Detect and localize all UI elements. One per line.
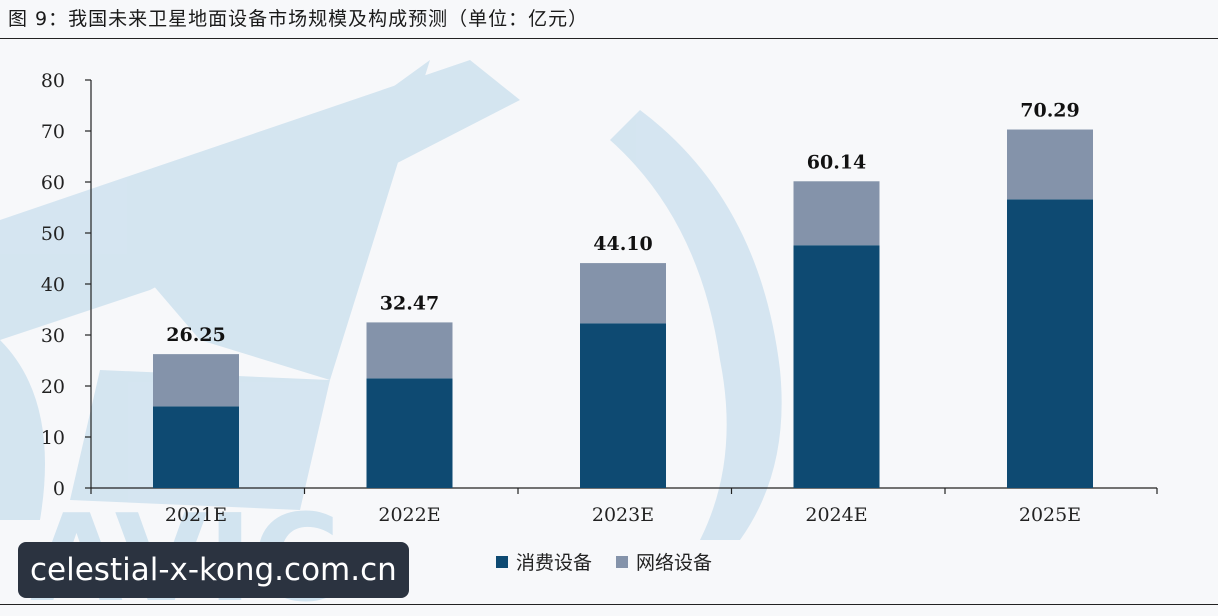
bar-group xyxy=(153,129,1093,488)
legend-label-network: 网络设备 xyxy=(636,552,713,574)
x-axis: 2021E 2022E 2023E 2024E 2025E xyxy=(90,487,1158,526)
total-label-group: 26.25 32.47 44.10 60.14 70.29 xyxy=(166,100,1080,347)
x-tick-label-2021E: 2021E xyxy=(165,504,227,526)
x-tick-label-2024E: 2024E xyxy=(805,504,867,526)
y-tick-label: 20 xyxy=(41,376,65,398)
y-tick-label: 50 xyxy=(41,223,65,245)
x-tick-label-2023E: 2023E xyxy=(592,504,654,526)
y-tick-label: 10 xyxy=(41,427,65,449)
legend-item-network: 网络设备 xyxy=(616,548,712,575)
bar-network-2021E xyxy=(153,354,239,407)
x-tick-label-2022E: 2022E xyxy=(378,504,440,526)
bar-consumer-2021E xyxy=(153,406,239,488)
total-label-2021E: 26.25 xyxy=(166,324,226,346)
total-label-2024E: 60.14 xyxy=(807,151,867,173)
figure-title: 图 9：我国未来卫星地面设备市场规模及构成预测（单位：亿元） xyxy=(8,8,589,30)
legend: 消费设备 网络设备 xyxy=(496,548,736,575)
y-tick-label: 60 xyxy=(41,172,65,194)
site-watermark-badge: celestial-x-kong.com.cn xyxy=(18,542,409,598)
bar-consumer-2024E xyxy=(793,245,880,488)
x-tick-label-2025E: 2025E xyxy=(1019,504,1081,526)
y-tick-label: 70 xyxy=(41,121,65,143)
y-tick-label: 30 xyxy=(41,325,65,347)
y-tick-label: 40 xyxy=(41,274,65,296)
total-label-2022E: 32.47 xyxy=(380,292,440,314)
legend-label-consumer: 消费设备 xyxy=(516,552,593,574)
total-label-2023E: 44.10 xyxy=(593,233,653,255)
y-tick-label: 80 xyxy=(41,70,65,92)
total-label-2025E: 70.29 xyxy=(1020,100,1080,122)
y-tick-label: 0 xyxy=(53,478,65,500)
bar-network-2025E xyxy=(1007,129,1093,200)
legend-swatch-consumer xyxy=(496,555,508,568)
bottom-rule xyxy=(0,604,1218,605)
legend-swatch-network xyxy=(616,555,629,568)
bar-consumer-2023E xyxy=(580,323,666,488)
y-axis: 0 10 20 30 40 50 60 70 80 xyxy=(41,70,92,500)
bar-consumer-2025E xyxy=(1007,199,1093,488)
legend-item-consumer: 消费设备 xyxy=(496,548,592,575)
bar-network-2024E xyxy=(793,181,880,246)
bar-network-2023E xyxy=(580,263,666,324)
bar-network-2022E xyxy=(366,322,453,379)
bar-consumer-2022E xyxy=(366,378,453,488)
figure-title-bar: 图 9：我国未来卫星地面设备市场规模及构成预测（单位：亿元） xyxy=(0,0,1218,39)
